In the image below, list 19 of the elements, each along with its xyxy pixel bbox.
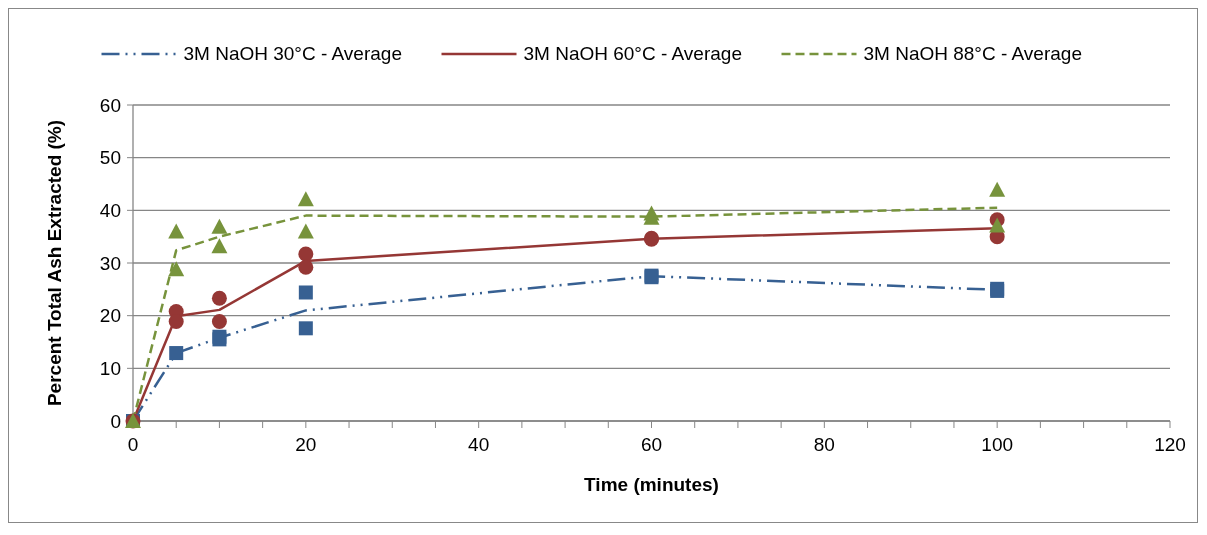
y-tick-label: 50 — [99, 147, 121, 169]
x-tick-label: 80 — [813, 434, 835, 455]
y-tick-label: 40 — [99, 199, 121, 221]
legend-label: 3M NaOH 60°C - Average — [523, 43, 742, 64]
x-tick-label: 0 — [127, 434, 139, 455]
y-tick-label: 60 — [99, 94, 121, 116]
legend-label: 3M NaOH 30°C - Average — [183, 43, 402, 64]
x-tick-label: 20 — [295, 434, 317, 455]
legend-label: 3M NaOH 88°C - Average — [863, 43, 1082, 64]
x-tick-label: 120 — [1154, 434, 1186, 455]
x-tick-label: 100 — [981, 434, 1014, 455]
y-tick-label: 20 — [99, 305, 121, 327]
y-axis-title: Percent Total Ash Extracted (%) — [44, 119, 65, 407]
x-tick-label: 60 — [640, 434, 663, 455]
y-tick-label: 30 — [99, 252, 121, 274]
x-axis-title: Time (minutes) — [584, 474, 719, 495]
y-tick-label: 10 — [99, 357, 121, 379]
x-tick-label: 40 — [468, 434, 490, 455]
y-tick-label: 0 — [110, 410, 121, 432]
